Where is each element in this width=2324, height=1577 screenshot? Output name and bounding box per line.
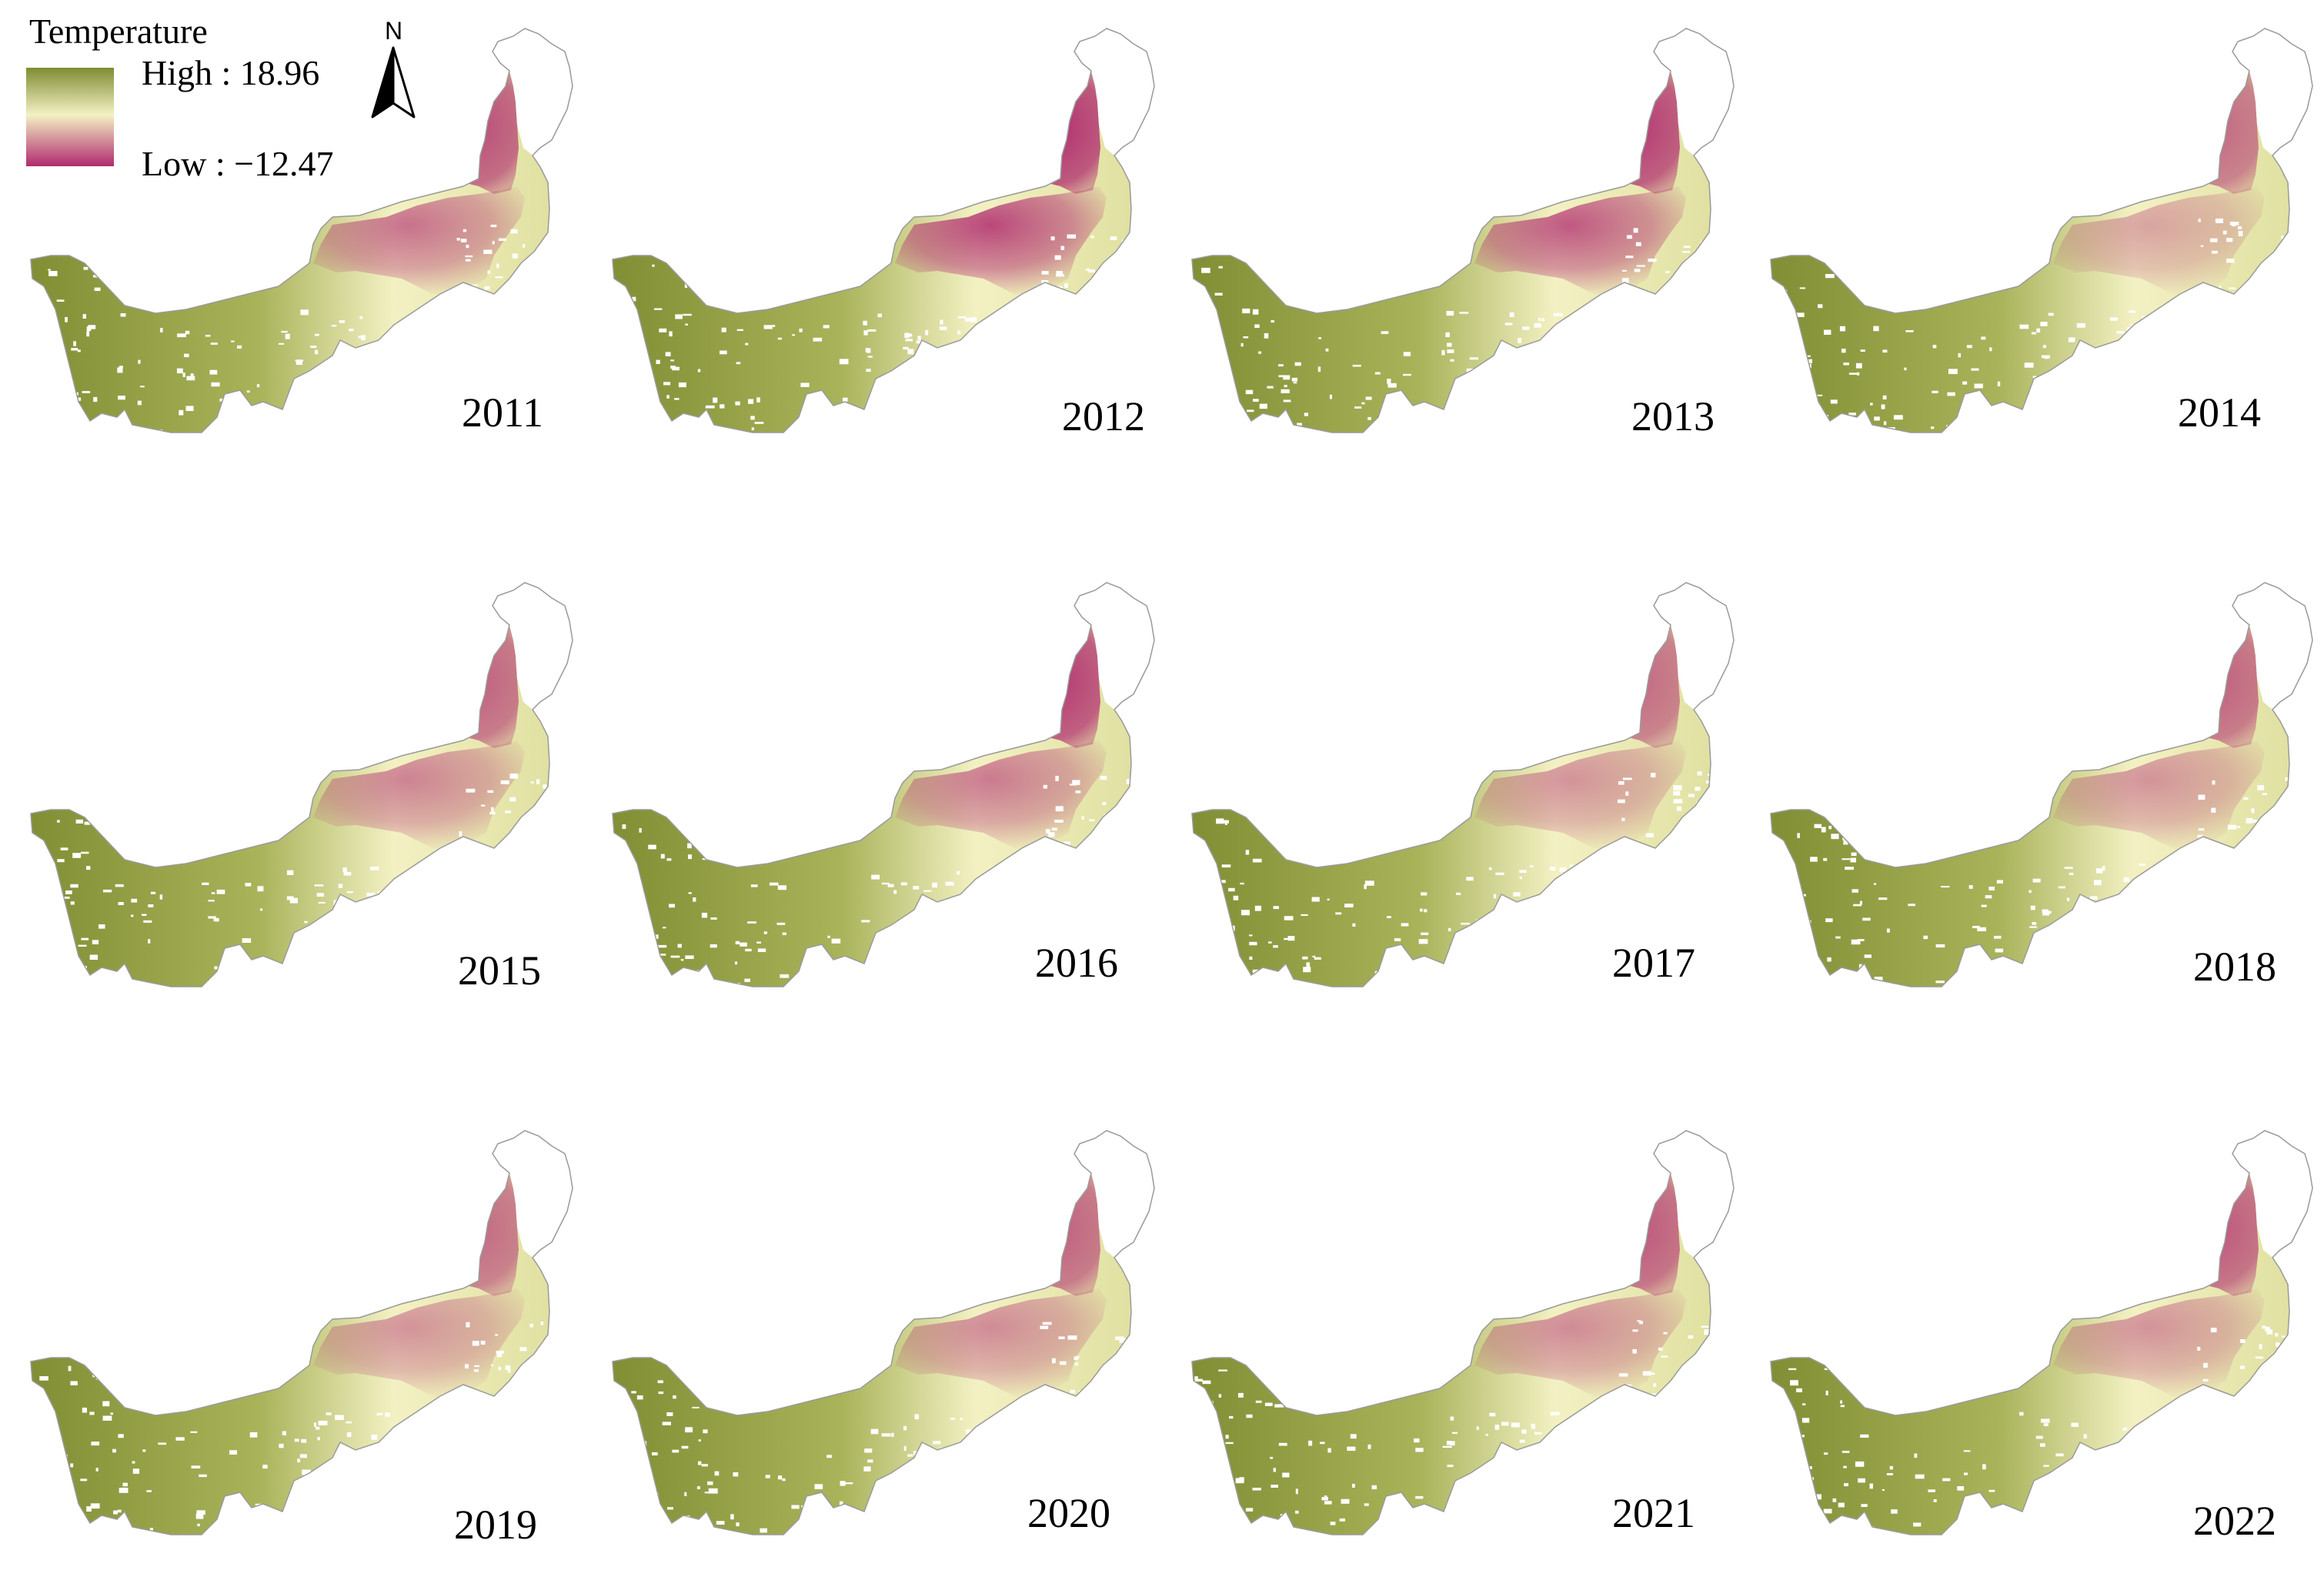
year-label-2017: 2017 [1612, 940, 1695, 986]
map-panel-2020 [599, 1130, 1155, 1550]
temperature-map-2011 [30, 28, 573, 433]
north-label: N [385, 17, 403, 45]
year-label-2015: 2015 [458, 947, 541, 994]
temperature-map-2014 [1770, 28, 2313, 433]
legend-color-ramp [26, 68, 114, 166]
temperature-map-2021 [1191, 1130, 1735, 1535]
year-label-2020: 2020 [1027, 1490, 1110, 1536]
legend-low-label: Low : −12.47 [142, 144, 334, 183]
temperature-map-2019 [30, 1130, 573, 1535]
year-label-2018: 2018 [2193, 944, 2276, 990]
year-label-2013: 2013 [1631, 393, 1715, 439]
year-label-2021: 2021 [1612, 1490, 1695, 1536]
map-panel-2019 [17, 1130, 573, 1550]
legend: Temperature High : 18.96 Low : −12.47 [26, 11, 388, 188]
temperature-map-2013 [1191, 28, 1735, 433]
north-arrow: N [366, 17, 436, 125]
temperature-map-2015 [30, 582, 573, 987]
temperature-map-2020 [612, 1130, 1155, 1535]
map-panel-2015 [17, 582, 573, 1002]
map-panel-2013 [1178, 28, 1735, 448]
map-panel-2018 [1757, 582, 2313, 1002]
map-panel-2022 [1757, 1130, 2313, 1550]
map-panel-2014 [1757, 28, 2313, 448]
map-panel-2017 [1178, 582, 1735, 1002]
map-panel-2021 [1178, 1130, 1735, 1550]
year-label-2014: 2014 [2178, 389, 2261, 436]
year-label-2012: 2012 [1062, 393, 1145, 439]
temperature-map-2022 [1770, 1130, 2313, 1535]
year-label-2022: 2022 [2193, 1498, 2276, 1544]
north-arrow-icon [371, 46, 416, 119]
map-panel-2012 [599, 28, 1155, 448]
map-panel-2011 [17, 28, 573, 448]
legend-high-label: High : 18.96 [142, 53, 320, 92]
map-panel-2016 [599, 582, 1155, 1002]
temperature-map-2018 [1770, 582, 2313, 987]
temperature-map-2017 [1191, 582, 1735, 987]
year-label-2016: 2016 [1035, 940, 1118, 986]
temperature-map-2012 [612, 28, 1155, 433]
year-label-2019: 2019 [454, 1502, 537, 1548]
temperature-map-2016 [612, 582, 1155, 987]
legend-title: Temperature [29, 12, 208, 51]
year-label-2011: 2011 [462, 389, 543, 436]
